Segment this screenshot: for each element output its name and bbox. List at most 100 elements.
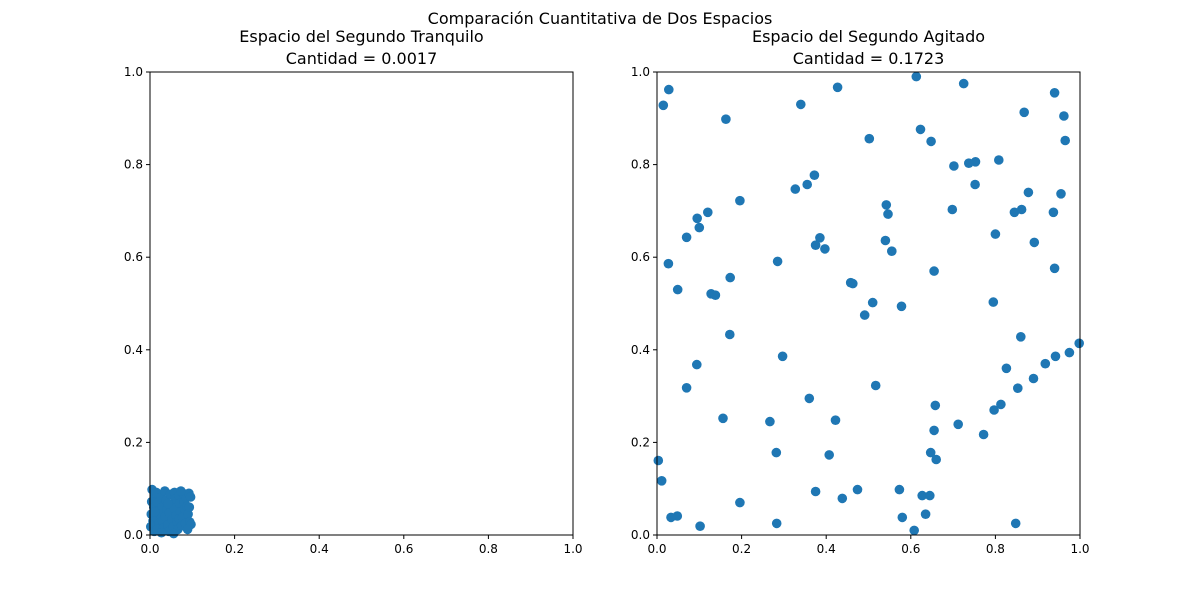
panel-2-point-31	[692, 213, 702, 224]
panel-2-point-70	[996, 399, 1006, 410]
panel-2-point-86	[894, 484, 905, 495]
panel-1-ytick-label-4: 0.8	[124, 158, 143, 172]
panel-2-point-62	[1040, 358, 1051, 369]
panel-1-subtitle: Cantidad = 0.0017	[285, 49, 438, 68]
panel-2-point-11	[926, 136, 936, 147]
panel-2-point-35	[815, 233, 825, 243]
panel-2-point-9	[1019, 107, 1029, 118]
panel-2-point-12	[864, 133, 875, 144]
panel-2-point-66	[870, 380, 881, 391]
panel-2-point-42	[772, 256, 783, 267]
panel-2-point-17	[949, 161, 959, 171]
panel-2-point-8	[1059, 111, 1069, 121]
panel-2-point-5	[911, 71, 922, 82]
panel-1-point-56	[156, 527, 167, 538]
panel-2-point-61	[1064, 347, 1075, 358]
panel-2-point-34	[681, 232, 692, 243]
panel-2-point-33	[694, 222, 705, 233]
panel-2-point-30	[703, 207, 713, 218]
panel-2-subtitle: Cantidad = 0.1723	[792, 49, 945, 68]
panel-1-point-57	[163, 498, 173, 509]
panel-2-point-74	[830, 415, 841, 426]
panel-1-xtick-label-3: 0.6	[394, 542, 413, 556]
panel-2-point-46	[725, 272, 735, 283]
panel-1-point-55	[149, 507, 160, 517]
panel-1-xtick-label-2: 0.4	[310, 542, 329, 556]
panel-2-point-80	[824, 450, 834, 460]
panel-2-point-32	[883, 209, 893, 219]
panel-2-point-6	[958, 78, 969, 89]
panel-2-ytick-label-4: 0.8	[631, 158, 650, 172]
panel-2-point-54	[896, 301, 907, 312]
panel-2-point-91	[735, 497, 745, 508]
panel-1-ytick-label-3: 0.6	[124, 250, 143, 264]
panel-2-point-71	[930, 400, 941, 411]
panel-2-point-73	[718, 413, 728, 424]
panel-2-point-81	[925, 447, 936, 458]
panel-2-point-60	[777, 351, 788, 362]
panel-2-point-23	[1056, 189, 1066, 199]
panel-1-titles: Espacio del Segundo Tranquilo Cantidad =…	[150, 26, 573, 70]
panel-2-point-0	[664, 84, 674, 95]
panel-2-point-52	[867, 297, 878, 308]
panel-1-point-59	[176, 486, 186, 496]
panel-2-point-67	[681, 383, 692, 393]
panel-1-point-53	[184, 502, 195, 512]
panel-2-point-82	[931, 454, 941, 465]
panel-2-point-95	[897, 512, 908, 523]
panel-1-xtick-label-4: 0.8	[479, 542, 498, 556]
panel-2-point-45	[929, 266, 939, 276]
panel-2-point-39	[820, 244, 830, 254]
panel-2-point-87	[810, 486, 821, 497]
panel-2-point-41	[887, 246, 897, 256]
panel-2-point-94	[666, 512, 676, 523]
panel-2-point-20	[790, 184, 801, 194]
panel-2-xtick-label-5: 1.0	[1070, 542, 1089, 556]
panel-2-point-63	[692, 359, 702, 370]
panel-2-point-79	[771, 447, 782, 458]
panel-2-point-27	[1016, 204, 1027, 215]
panel-2-point-69	[804, 393, 815, 404]
panel-2-point-68	[1013, 383, 1023, 394]
panel-2-point-10	[915, 124, 926, 135]
figure-suptitle: Comparación Cuantitativa de Dos Espacios	[427, 9, 773, 28]
panel-2-point-83	[653, 455, 664, 466]
panel-1-point-54	[182, 524, 193, 535]
panel-2-point-21	[970, 179, 980, 190]
panel-2-point-85	[852, 484, 863, 495]
panel-1-xtick-label-5: 1.0	[563, 542, 582, 556]
panel-1-ytick-label-2: 0.4	[124, 343, 143, 357]
panel-2-point-29	[1048, 207, 1059, 218]
panel-2-point-65	[1028, 373, 1039, 384]
panel-2-point-24	[735, 195, 745, 206]
panel-2-point-72	[989, 405, 999, 415]
panel-2-point-43	[663, 258, 674, 269]
panel-2-point-1	[658, 100, 669, 111]
panel-2-ytick-label-3: 0.6	[631, 250, 650, 264]
panel-2-point-76	[953, 419, 963, 430]
panel-1-ytick-label-5: 1.0	[124, 65, 143, 79]
panel-2-point-49	[672, 284, 683, 295]
panel-2-point-92	[920, 509, 931, 519]
panel-2-point-75	[765, 416, 775, 427]
panel-2-point-97	[1010, 518, 1021, 529]
panel-2-point-18	[809, 170, 820, 180]
panel-2-xtick-label-1: 0.2	[732, 542, 751, 556]
panel-2-ytick-label-2: 0.4	[631, 343, 650, 357]
panel-2-point-19	[802, 179, 812, 190]
panel-2-point-26	[947, 204, 958, 215]
panel-2-point-3	[796, 99, 806, 110]
panel-1-title: Espacio del Segundo Tranquilo	[239, 27, 484, 46]
panel-2-point-38	[810, 240, 821, 250]
panel-2-titles: Espacio del Segundo Agitado Cantidad = 0…	[657, 26, 1080, 70]
panel-2-point-40	[1029, 237, 1040, 248]
panel-2-point-13	[1060, 135, 1070, 146]
panel-2-xtick-label-0: 0.0	[647, 542, 666, 556]
panel-2-point-57	[1016, 332, 1026, 342]
panel-2-point-51	[710, 290, 721, 301]
panel-2-point-55	[859, 310, 870, 320]
panel-2-point-2	[721, 114, 731, 124]
panel-2-point-56	[725, 329, 735, 340]
